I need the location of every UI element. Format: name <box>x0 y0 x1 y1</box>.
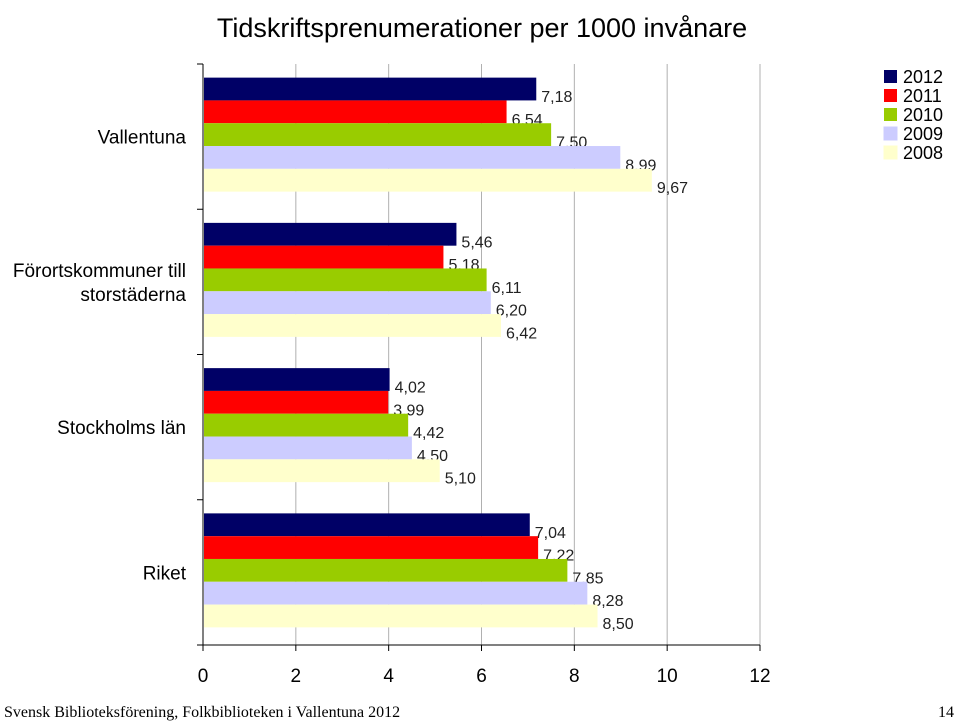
data-label: 7,04 <box>535 525 566 542</box>
bar-2008 <box>204 314 501 337</box>
legend-swatch-2008 <box>883 145 898 160</box>
x-tick-label: 12 <box>749 666 770 687</box>
data-label: 9,67 <box>657 180 688 197</box>
bar-2010 <box>204 123 552 147</box>
legend-label: 2012 <box>903 67 943 87</box>
data-label: 4,42 <box>413 425 444 442</box>
bar-2008 <box>204 459 440 483</box>
data-label: 6,11 <box>492 280 522 297</box>
bar-2012 <box>204 222 457 246</box>
bar-2012 <box>204 368 390 391</box>
bar-2010 <box>204 558 568 582</box>
data-label: 5,10 <box>445 471 476 488</box>
legend-label: 2009 <box>903 124 943 144</box>
x-tick-label: 8 <box>569 666 580 687</box>
x-tick-label: 6 <box>476 666 487 687</box>
legend-label: 2011 <box>903 86 942 106</box>
bar-2012 <box>204 77 537 101</box>
x-tick-label: 0 <box>198 666 209 687</box>
legend-label: 2008 <box>903 143 943 163</box>
data-label: 5,46 <box>461 234 492 251</box>
category-label: Vallentuna <box>98 128 187 149</box>
category-label: Riket <box>143 563 187 584</box>
chart-title: Tidskriftsprenumerationer per 1000 invån… <box>217 13 747 43</box>
bar-2009 <box>204 436 412 460</box>
bar-2011 <box>204 245 444 269</box>
data-label: 7,18 <box>541 89 572 106</box>
data-label: 8,50 <box>603 616 634 633</box>
category-label: storstäderna <box>80 285 186 306</box>
legend-swatch-2012 <box>884 70 897 83</box>
category-label: Förortskommuner till <box>13 261 186 282</box>
x-tick-label: 10 <box>657 666 678 687</box>
footer-source: Svensk Biblioteksförening, Folkbibliotek… <box>4 704 401 721</box>
data-label: 6,42 <box>506 325 537 342</box>
bar-2008 <box>204 604 598 628</box>
bar-2011 <box>204 536 539 559</box>
bar-2008 <box>204 168 652 192</box>
legend-swatch-2009 <box>883 126 898 141</box>
bar-2009 <box>204 581 588 605</box>
bar-2011 <box>204 390 389 414</box>
legend-swatch-2010 <box>884 108 897 121</box>
data-label: 6,20 <box>496 303 527 320</box>
data-label: 4,02 <box>395 380 426 397</box>
bar-2010 <box>204 268 487 292</box>
bar-2011 <box>204 100 507 124</box>
bar-chart: Tidskriftsprenumerationer per 1000 invån… <box>13 13 943 687</box>
bar-2009 <box>204 291 491 315</box>
bar-2009 <box>204 146 621 169</box>
x-tick-label: 4 <box>383 666 394 687</box>
bar-2012 <box>204 513 530 537</box>
category-label: Stockholms län <box>57 418 186 439</box>
legend-label: 2010 <box>903 105 943 125</box>
bar-2010 <box>204 413 409 437</box>
x-tick-label: 2 <box>291 666 302 687</box>
page-number: 14 <box>938 704 954 721</box>
data-label: 8,28 <box>592 593 623 610</box>
legend-swatch-2011 <box>884 89 897 102</box>
